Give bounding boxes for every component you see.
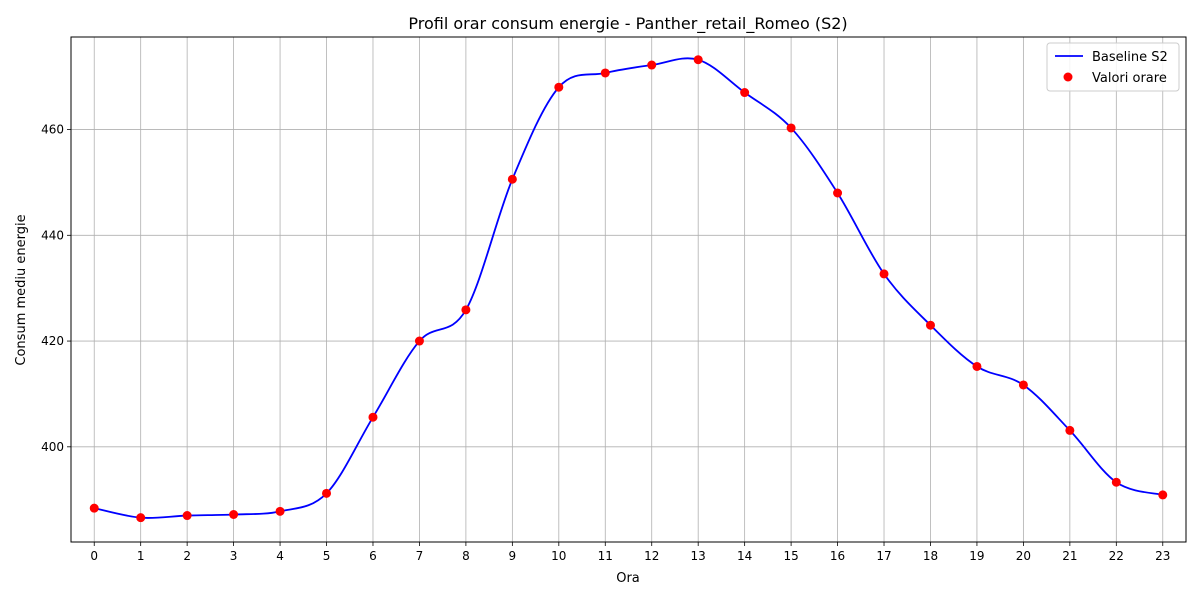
x-tick-label: 2 [183, 549, 191, 563]
hourly-value-point [1065, 425, 1075, 435]
hourly-value-point [182, 511, 192, 521]
hourly-value-point [925, 320, 935, 330]
y-axis-label: Consum mediu energie [14, 214, 29, 365]
hourly-value-point [461, 305, 471, 315]
hourly-value-point [647, 60, 657, 70]
y-tick-label: 460 [41, 123, 64, 137]
hourly-value-point [740, 88, 750, 98]
hourly-value-point [554, 82, 564, 92]
x-tick-label: 19 [969, 549, 984, 563]
x-tick-label: 5 [323, 549, 331, 563]
hourly-value-point [414, 336, 424, 346]
x-tick-label: 3 [230, 549, 238, 563]
x-tick-label: 9 [509, 549, 517, 563]
hourly-value-point [693, 55, 703, 65]
y-tick-label: 400 [41, 440, 64, 454]
x-tick-label: 17 [876, 549, 891, 563]
hourly-value-point [322, 488, 332, 498]
axes-ticks: 0 1 2 3 4 5 6 7 8 9 10 11 12 13 14 15 16 17 18 19 20 21 22 2340… [41, 123, 1170, 563]
x-tick-label: 13 [691, 549, 706, 563]
legend: Baseline S2 Valori orare [1046, 42, 1180, 92]
hourly-value-point [229, 510, 239, 520]
x-tick-label: 23 [1155, 549, 1170, 563]
legend-label-baseline: Baseline S2 [1092, 50, 1168, 65]
x-tick-label: 4 [276, 549, 284, 563]
x-tick-label: 1 [137, 549, 145, 563]
hourly-value-point [275, 506, 285, 516]
legend-label-values: Valori orare [1092, 71, 1167, 86]
series-layer [89, 55, 1168, 523]
legend-marker-swatch [1063, 72, 1073, 82]
y-tick-label: 420 [41, 334, 64, 348]
x-tick-label: 0 [90, 549, 98, 563]
x-tick-label: 18 [923, 549, 938, 563]
grid [71, 37, 1186, 542]
y-tick-label: 440 [41, 228, 64, 242]
hourly-value-point [1111, 477, 1121, 487]
x-tick-label: 16 [830, 549, 845, 563]
x-tick-label: 12 [644, 549, 659, 563]
x-tick-label: 22 [1109, 549, 1124, 563]
x-tick-label: 7 [416, 549, 424, 563]
hourly-value-point [1158, 490, 1168, 500]
hourly-value-point [833, 188, 843, 198]
hourly-value-point [786, 123, 796, 133]
x-tick-label: 8 [462, 549, 470, 563]
x-tick-label: 6 [369, 549, 377, 563]
hourly-value-point [89, 503, 99, 513]
hourly-value-point [368, 412, 378, 422]
x-tick-label: 14 [737, 549, 752, 563]
x-tick-label: 15 [783, 549, 798, 563]
hourly-value-point [136, 513, 146, 523]
plot-area-frame [70, 36, 1187, 543]
x-tick-label: 21 [1062, 549, 1077, 563]
x-tick-label: 11 [598, 549, 613, 563]
hourly-value-point [507, 174, 517, 184]
hourly-value-point [1018, 380, 1028, 390]
x-axis-label: Ora [616, 571, 640, 586]
x-tick-label: 20 [1016, 549, 1031, 563]
legend-box [1046, 42, 1180, 92]
hourly-value-point [972, 361, 982, 371]
hourly-value-point [879, 269, 889, 279]
x-tick-label: 10 [551, 549, 566, 563]
hourly-value-point [600, 68, 610, 78]
chart-title: Profil orar consum energie - Panther_ret… [408, 14, 847, 34]
